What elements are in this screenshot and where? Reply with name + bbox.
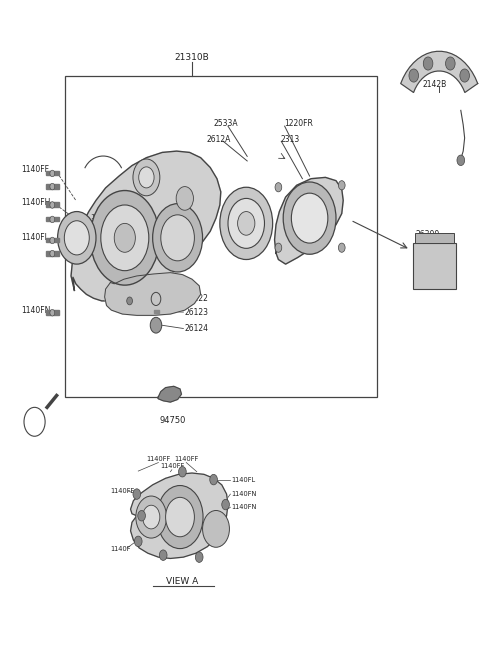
Circle shape — [139, 167, 154, 188]
Circle shape — [220, 187, 273, 260]
Circle shape — [101, 205, 149, 271]
Circle shape — [460, 69, 469, 82]
Text: 1142: 1142 — [90, 214, 108, 220]
Circle shape — [114, 223, 135, 252]
Circle shape — [50, 250, 55, 257]
Polygon shape — [275, 177, 343, 264]
Text: A: A — [32, 417, 37, 426]
Circle shape — [445, 57, 455, 70]
Circle shape — [138, 510, 145, 521]
Bar — [413, 243, 456, 289]
Circle shape — [50, 237, 55, 244]
Circle shape — [153, 204, 203, 272]
Polygon shape — [154, 310, 159, 313]
Polygon shape — [71, 151, 221, 301]
Circle shape — [203, 510, 229, 547]
Circle shape — [50, 183, 55, 190]
Circle shape — [133, 159, 160, 196]
Circle shape — [409, 69, 419, 82]
Text: 1140FF: 1140FF — [22, 165, 49, 174]
Polygon shape — [46, 238, 59, 242]
Polygon shape — [46, 202, 59, 207]
Circle shape — [50, 202, 55, 208]
Circle shape — [238, 212, 255, 235]
Circle shape — [338, 243, 345, 252]
Circle shape — [338, 181, 345, 190]
Polygon shape — [131, 473, 228, 558]
Text: 2142B: 2142B — [422, 79, 447, 89]
Circle shape — [157, 486, 203, 549]
Text: 1140FF: 1140FF — [161, 463, 185, 470]
Text: 1140FF: 1140FF — [110, 488, 135, 495]
Text: 26124: 26124 — [185, 324, 209, 333]
Text: 1571C: 1571C — [112, 294, 134, 300]
Text: 26123: 26123 — [185, 308, 209, 317]
Circle shape — [143, 505, 160, 529]
Circle shape — [457, 155, 465, 166]
Circle shape — [423, 57, 433, 70]
Circle shape — [275, 183, 282, 192]
Text: VIEW A: VIEW A — [166, 577, 199, 586]
Circle shape — [283, 182, 336, 254]
Text: 2533A: 2533A — [214, 119, 238, 128]
Bar — [415, 233, 454, 243]
Circle shape — [166, 497, 194, 537]
Circle shape — [64, 221, 89, 255]
Circle shape — [159, 550, 167, 560]
Text: 26300: 26300 — [415, 230, 440, 239]
Circle shape — [58, 212, 96, 264]
Circle shape — [176, 187, 193, 210]
Circle shape — [291, 193, 328, 243]
Text: 2612A: 2612A — [206, 135, 231, 144]
Text: 1140FL: 1140FL — [231, 476, 255, 483]
Circle shape — [133, 489, 141, 499]
Circle shape — [136, 496, 167, 538]
Text: 1140FH: 1140FH — [22, 198, 51, 207]
Circle shape — [228, 198, 264, 248]
Polygon shape — [46, 171, 59, 175]
Circle shape — [50, 170, 55, 177]
Text: 1140FL: 1140FL — [22, 233, 49, 242]
Text: 1140FN: 1140FN — [231, 491, 257, 497]
Circle shape — [161, 215, 194, 261]
Text: 1220FR: 1220FR — [285, 119, 313, 128]
Text: 21310B: 21310B — [175, 53, 209, 62]
Circle shape — [134, 536, 142, 547]
Circle shape — [179, 466, 186, 477]
Text: 1140F: 1140F — [110, 545, 131, 552]
Text: 2313: 2313 — [281, 135, 300, 144]
Circle shape — [24, 407, 45, 436]
Polygon shape — [46, 184, 59, 189]
Polygon shape — [401, 51, 478, 93]
Circle shape — [50, 216, 55, 223]
Text: 1140FF: 1140FF — [174, 455, 198, 462]
Circle shape — [50, 309, 55, 316]
Polygon shape — [46, 217, 59, 221]
Text: 1140FN: 1140FN — [22, 306, 51, 315]
Bar — [65, 76, 377, 397]
Circle shape — [90, 191, 159, 285]
Circle shape — [210, 474, 217, 485]
Text: 1140FF: 1140FF — [146, 455, 170, 462]
Polygon shape — [46, 310, 59, 315]
Circle shape — [195, 552, 203, 562]
Text: 94750: 94750 — [160, 416, 186, 425]
Circle shape — [150, 317, 162, 333]
Text: 26122: 26122 — [185, 294, 209, 303]
Polygon shape — [154, 319, 158, 325]
Text: 1140FN: 1140FN — [231, 504, 257, 510]
Polygon shape — [105, 273, 201, 315]
Circle shape — [275, 243, 282, 252]
Circle shape — [222, 499, 229, 510]
Polygon shape — [46, 251, 59, 256]
Polygon shape — [157, 386, 181, 402]
Circle shape — [127, 297, 132, 305]
